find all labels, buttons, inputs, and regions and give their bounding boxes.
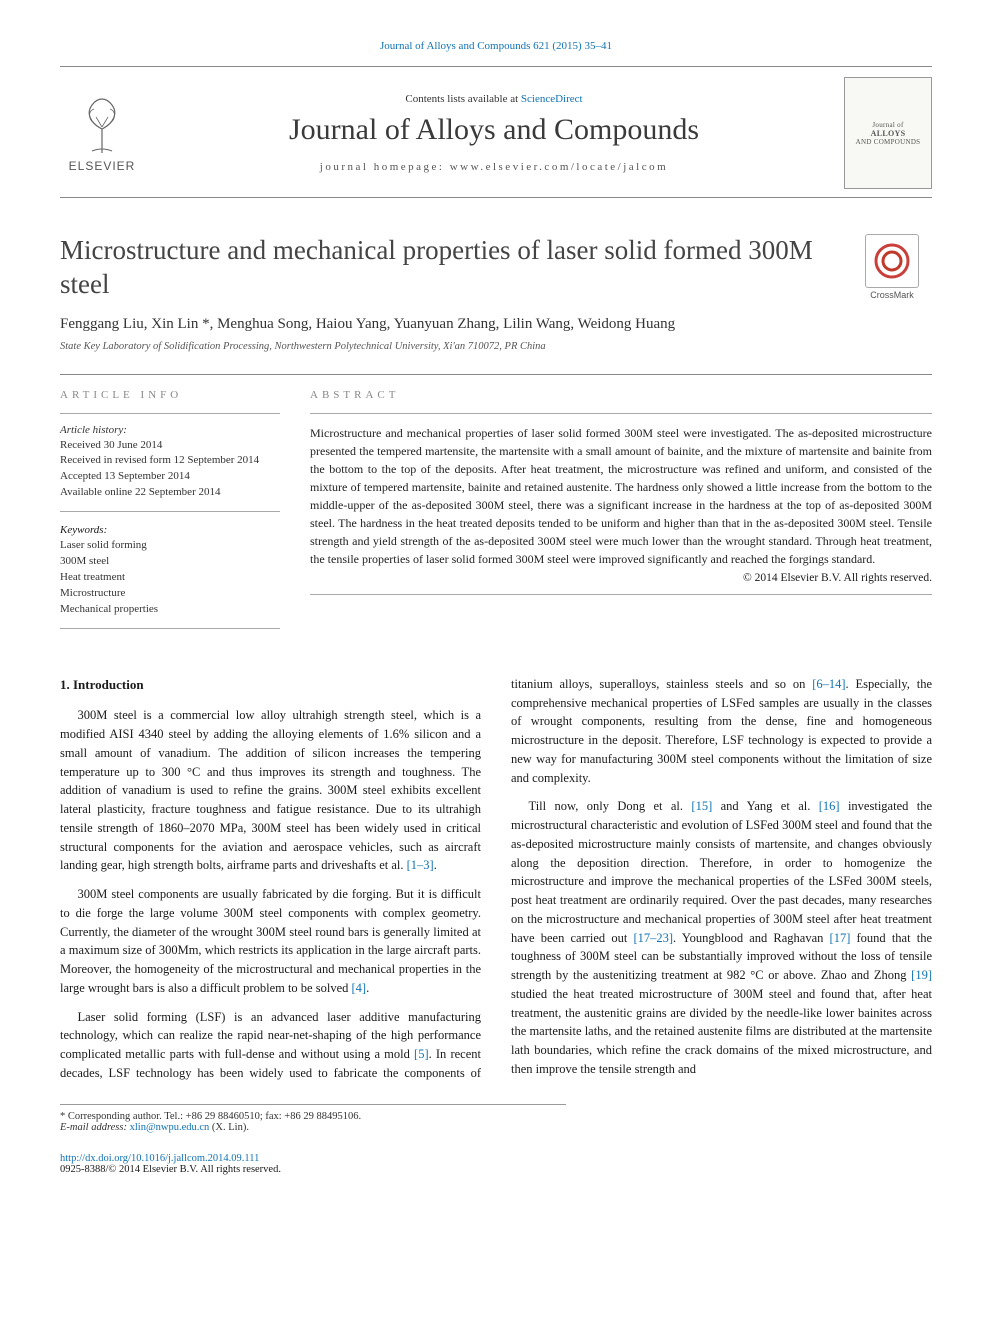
crossmark-widget[interactable]: CrossMark	[852, 234, 932, 300]
footnote-email-link[interactable]: xlin@nwpu.edu.cn	[130, 1122, 210, 1133]
info-rule-1	[60, 413, 280, 414]
homepage-prefix: journal homepage:	[320, 161, 450, 173]
info-rule-3	[60, 628, 280, 629]
abstract-block: ABSTRACT Microstructure and mechanical p…	[310, 389, 932, 639]
journal-homepage: journal homepage: www.elsevier.com/locat…	[162, 161, 826, 173]
abstract-heading: ABSTRACT	[310, 389, 932, 401]
contents-line: Contents lists available at ScienceDirec…	[162, 93, 826, 105]
history-online: Available online 22 September 2014	[60, 485, 280, 501]
keyword: Microstructure	[60, 586, 280, 602]
doi-link[interactable]: http://dx.doi.org/10.1016/j.jallcom.2014…	[60, 1153, 259, 1164]
journal-title: Journal of Alloys and Compounds	[162, 113, 826, 147]
info-rule-2	[60, 511, 280, 512]
citation-ref[interactable]: [16]	[819, 799, 840, 813]
keyword: 300M steel	[60, 554, 280, 570]
citation-ref[interactable]: [17–23]	[633, 931, 673, 945]
keyword: Laser solid forming	[60, 538, 280, 554]
keywords-heading: Keywords:	[60, 524, 280, 536]
article-history-heading: Article history:	[60, 424, 280, 436]
cover-line1: Journal of	[872, 121, 903, 129]
history-revised: Received in revised form 12 September 20…	[60, 453, 280, 469]
publisher-logo-label: ELSEVIER	[69, 159, 136, 173]
citation-ref[interactable]: [5]	[414, 1047, 429, 1061]
elsevier-tree-icon	[70, 93, 134, 157]
intro-para-1: 300M steel is a commercial low alloy ult…	[60, 706, 481, 875]
article-info-block: ARTICLE INFO Article history: Received 3…	[60, 389, 280, 639]
footnote-email-label: E-mail address:	[60, 1122, 130, 1133]
article-title: Microstructure and mechanical properties…	[60, 234, 852, 302]
intro-para-2: 300M steel components are usually fabric…	[60, 885, 481, 998]
citation-ref[interactable]: [19]	[911, 968, 932, 982]
sciencedirect-link[interactable]: ScienceDirect	[521, 93, 583, 105]
contents-prefix: Contents lists available at	[405, 93, 520, 105]
journal-cover-thumbnail: Journal of ALLOYS AND COMPOUNDS	[844, 77, 932, 189]
keyword: Mechanical properties	[60, 602, 280, 618]
affiliation: State Key Laboratory of Solidification P…	[60, 341, 852, 352]
crossmark-label: CrossMark	[870, 290, 914, 300]
running-citation: Journal of Alloys and Compounds 621 (201…	[60, 40, 932, 52]
masthead-bottom-rule	[60, 197, 932, 198]
crossmark-icon	[874, 243, 910, 279]
footnote-corr: * Corresponding author. Tel.: +86 29 884…	[60, 1111, 566, 1122]
citation-ref[interactable]: [1–3]	[407, 858, 434, 872]
abstract-bottom-rule	[310, 594, 932, 595]
footnote-email-tail: (X. Lin).	[209, 1122, 249, 1133]
abstract-text: Microstructure and mechanical properties…	[310, 424, 932, 568]
cover-line3: AND COMPOUNDS	[856, 138, 921, 146]
citation-ref[interactable]: [17]	[830, 931, 851, 945]
masthead: ELSEVIER Contents lists available at Sci…	[60, 67, 932, 197]
abstract-rule	[310, 413, 932, 414]
history-accepted: Accepted 13 September 2014	[60, 469, 280, 485]
citation-ref[interactable]: [6–14]	[812, 677, 845, 691]
homepage-url: www.elsevier.com/locate/jalcom	[450, 161, 668, 173]
section-heading-intro: 1. Introduction	[60, 675, 481, 695]
history-received: Received 30 June 2014	[60, 438, 280, 454]
citation-ref[interactable]: [4]	[352, 981, 367, 995]
keyword: Heat treatment	[60, 570, 280, 586]
abstract-copyright: © 2014 Elsevier B.V. All rights reserved…	[310, 572, 932, 584]
doi-block: http://dx.doi.org/10.1016/j.jallcom.2014…	[60, 1153, 932, 1175]
intro-para-4: Till now, only Dong et al. [15] and Yang…	[511, 797, 932, 1078]
corresponding-author-footnote: * Corresponding author. Tel.: +86 29 884…	[60, 1104, 566, 1133]
issn-copyright: 0925-8388/© 2014 Elsevier B.V. All right…	[60, 1164, 281, 1175]
article-info-heading: ARTICLE INFO	[60, 389, 280, 401]
publisher-logo: ELSEVIER	[60, 86, 144, 180]
author-list: Fenggang Liu, Xin Lin *, Menghua Song, H…	[60, 316, 852, 333]
body-two-column: 1. Introduction 300M steel is a commerci…	[60, 675, 932, 1086]
cover-line2: ALLOYS	[856, 129, 921, 138]
citation-ref[interactable]: [15]	[691, 799, 712, 813]
